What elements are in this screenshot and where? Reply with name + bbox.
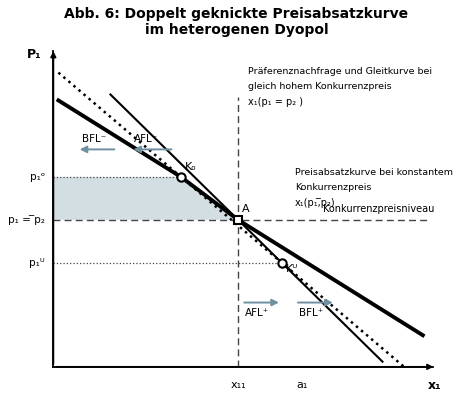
Text: p₁ᵁ: p₁ᵁ [29,258,45,268]
Text: x₁: x₁ [428,379,441,392]
Polygon shape [54,177,238,220]
Text: BFL⁺: BFL⁺ [299,308,323,318]
Text: Kₒ: Kₒ [185,162,197,172]
Text: p₁ᵒ: p₁ᵒ [30,172,45,182]
Text: AFL⁻: AFL⁻ [134,134,158,144]
Text: Präferenznachfrage und Gleitkurve bei: Präferenznachfrage und Gleitkurve bei [248,67,432,76]
Text: x₁(p₁ = p₂ ): x₁(p₁ = p₂ ) [248,97,303,107]
Title: Abb. 6: Doppelt geknickte Preisabsatzkurve
im heterogenen Dyopol: Abb. 6: Doppelt geknickte Preisabsatzkur… [64,7,409,37]
Text: AFL⁺: AFL⁺ [245,308,269,318]
Text: Kᵁ: Kᵁ [286,264,298,274]
Text: Preisabsatzkurve bei konstantem: Preisabsatzkurve bei konstantem [295,168,453,177]
Text: x₁₁: x₁₁ [230,380,246,390]
Text: a₁: a₁ [296,380,308,390]
Text: x₁(p₁,̅p₂): x₁(p₁,̅p₂) [295,198,336,208]
Text: P₁: P₁ [27,48,42,61]
Text: BFL⁻: BFL⁻ [82,134,106,144]
Text: gleich hohem Konkurrenzpreis: gleich hohem Konkurrenzpreis [248,82,392,91]
Text: A: A [242,204,250,214]
Text: Konkurrenzpreis: Konkurrenzpreis [295,183,372,192]
Text: p₁ = ̅p₂: p₁ = ̅p₂ [8,215,45,225]
Text: Konkurrenzpreisniveau: Konkurrenzpreisniveau [323,204,435,214]
